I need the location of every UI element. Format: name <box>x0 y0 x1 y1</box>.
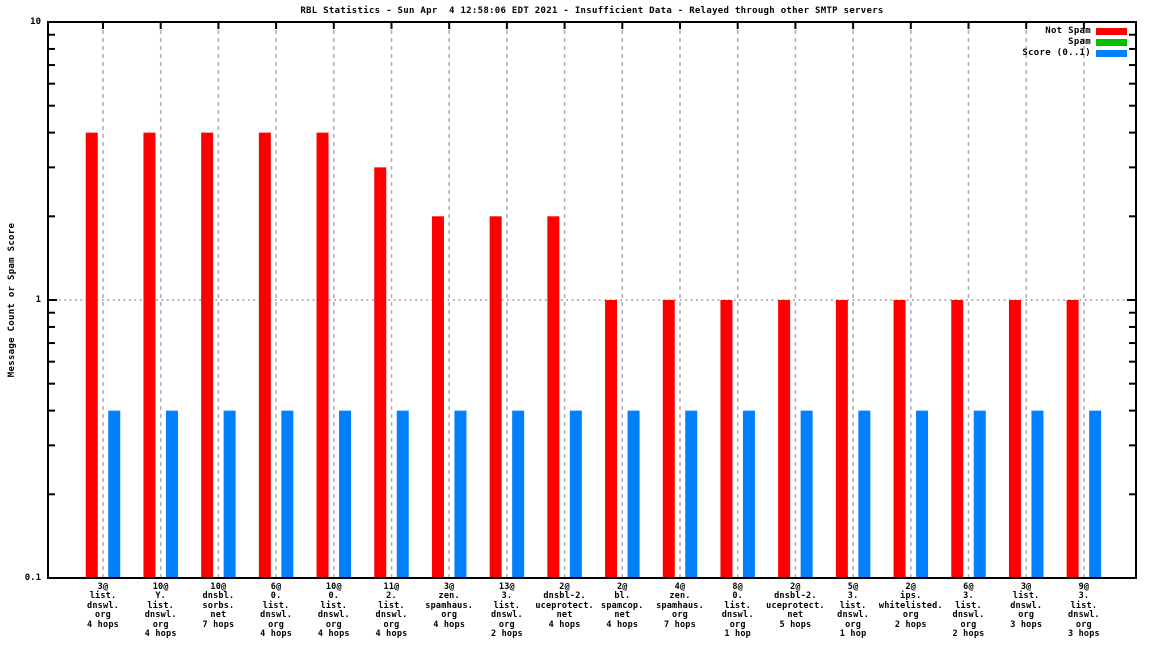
bar-score-0-1- <box>569 410 582 578</box>
x-axis-group-label: 4@ zen. spamhaus. org 7 hops <box>656 582 704 630</box>
x-axis-group-label: 2@ dnsbl-2. uceprotect. net 4 hops <box>535 582 594 630</box>
legend-item: Not Spam <box>1045 26 1127 37</box>
x-axis-group-label: 8@ 0. list. dnswl. org 1 hop <box>721 582 754 640</box>
x-axis-group-label: 2@ bl. spamcop. net 4 hops <box>601 582 644 630</box>
bar-not-spam <box>201 132 214 578</box>
chart-title: RBL Statistics - Sun Apr 4 12:58:06 EDT … <box>300 6 884 16</box>
bar-not-spam <box>835 300 848 578</box>
bar-not-spam <box>374 167 387 578</box>
legend-swatch <box>1096 49 1127 57</box>
bar-not-spam <box>547 216 560 578</box>
x-axis-group-label: 10@ 0. list. dnswl. org 4 hops <box>317 582 350 640</box>
x-axis-group-label: 5@ 3. list. dnswl. org 1 hop <box>837 582 870 640</box>
bar-not-spam <box>605 300 618 578</box>
bar-score-0-1- <box>281 410 294 578</box>
bar-not-spam <box>258 132 271 578</box>
bar-score-0-1- <box>512 410 525 578</box>
bar-score-0-1- <box>1089 410 1102 578</box>
legend-swatch <box>1096 38 1127 46</box>
x-axis-group-label: 6@ 3. list. dnswl. org 2 hops <box>952 582 985 640</box>
x-axis-group-label: 2@ ips. whitelisted. org 2 hops <box>878 582 943 630</box>
bar-not-spam <box>316 132 329 578</box>
bar-not-spam <box>662 300 675 578</box>
bar-score-0-1- <box>339 410 352 578</box>
legend-item: Spam <box>1068 37 1127 48</box>
bar-score-0-1- <box>1031 410 1044 578</box>
legend-label: Score (0..1) <box>1022 47 1091 58</box>
legend-item: Score (0..1) <box>1022 48 1127 59</box>
bar-score-0-1- <box>742 410 755 578</box>
bar-not-spam <box>1008 300 1021 578</box>
x-axis-group-label: 11@ 2. list. dnswl. org 4 hops <box>375 582 408 640</box>
y-tick-label: 0.1 <box>24 573 41 583</box>
bar-score-0-1- <box>916 410 929 578</box>
bar-score-0-1- <box>973 410 986 578</box>
y-tick-label: 1 <box>35 295 41 305</box>
bar-not-spam <box>85 132 98 578</box>
bar-not-spam <box>720 300 733 578</box>
bar-score-0-1- <box>800 410 813 578</box>
x-axis-group-label: 3@ list. dnswl. org 4 hops <box>87 582 119 630</box>
x-axis-group-label: 6@ 0. list. dnswl. org 4 hops <box>260 582 293 640</box>
x-axis-group-label: 3@ list. dnswl. org 3 hops <box>1010 582 1043 630</box>
bar-not-spam <box>951 300 964 578</box>
legend-swatch <box>1096 28 1127 35</box>
x-axis-group-label: 9@ 3. list. dnswl. org 3 hops <box>1067 582 1100 640</box>
x-axis-group-label: 3@ zen. spamhaus. org 4 hops <box>425 582 474 630</box>
bar-not-spam <box>431 216 444 578</box>
bar-score-0-1- <box>685 410 698 578</box>
bar-score-0-1- <box>223 410 236 578</box>
legend-label: Spam <box>1068 36 1091 47</box>
y-tick-label: 10 <box>30 17 41 27</box>
bar-not-spam <box>489 216 502 578</box>
x-axis-group-label: 13@ 3. list. dnswl. org 2 hops <box>490 582 523 640</box>
bar-score-0-1- <box>858 410 871 578</box>
bar-not-spam <box>143 132 156 578</box>
bar-not-spam <box>893 300 906 578</box>
bar-not-spam <box>1066 300 1079 578</box>
bar-score-0-1- <box>454 410 467 578</box>
bar-score-0-1- <box>627 410 640 578</box>
bar-score-0-1- <box>108 410 121 578</box>
legend-label: Not Spam <box>1045 26 1091 36</box>
x-axis-group-label: 10@ Y. list. dnswl. org 4 hops <box>144 582 177 640</box>
bar-not-spam <box>778 300 791 578</box>
x-axis-group-label: 2@ dnsbl-2. uceprotect. net 5 hops <box>766 582 825 630</box>
x-axis-group-label: 10@ dnsbl. sorbs. net 7 hops <box>202 582 235 630</box>
bar-score-0-1- <box>396 410 409 578</box>
plot-frame <box>47 21 1137 579</box>
bar-score-0-1- <box>165 410 178 578</box>
